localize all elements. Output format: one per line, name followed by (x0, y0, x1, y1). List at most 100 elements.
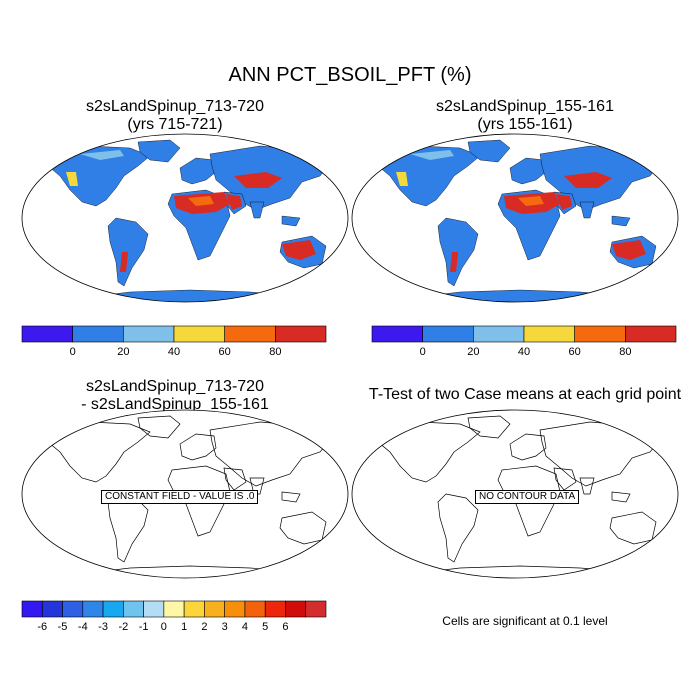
dry-region (396, 172, 408, 186)
colorbar-top-left: 0 20 40 60 80 (21, 325, 327, 358)
colorbar-tick-label: 80 (619, 346, 631, 358)
colorbar-tick-label: 80 (269, 346, 281, 358)
colorbar-tick-label: 0 (420, 346, 426, 358)
panel-title-bottom-left: s2sLandSpinup_713-720 - s2sLandSpinup_15… (0, 378, 350, 414)
colorbar-swatch (473, 325, 525, 343)
continent-india (579, 201, 595, 219)
colorbar-swatch (224, 325, 276, 343)
panel-years: (yrs 155-161) (477, 116, 573, 133)
continent-europe (179, 433, 217, 461)
continent-south-america (437, 493, 479, 563)
map-panel-top-left (21, 133, 349, 303)
continent-north-america (47, 421, 151, 483)
colorbar-swatch (41, 600, 63, 618)
colorbar-tick-label: 60 (219, 346, 231, 358)
continent-india (579, 477, 595, 495)
colorbar-swatch (422, 325, 474, 343)
continent-greenland (137, 415, 181, 439)
map-border (351, 409, 679, 579)
colorbar-tick-label: 3 (222, 621, 228, 633)
panel-title-top-left: s2sLandSpinup_713-720 (yrs 715-721) (0, 98, 350, 134)
colorbar-tick-label: -6 (37, 621, 47, 633)
colorbar-swatch (82, 600, 104, 618)
panel-title-bottom-right: T-Test of two Case means at each grid po… (350, 386, 700, 404)
colorbar-swatch (371, 325, 423, 343)
colorbar-swatch (305, 600, 327, 618)
colorbar-swatch (72, 325, 124, 343)
desert-region (120, 252, 128, 272)
colorbar-tick-label: 20 (467, 346, 479, 358)
map-content (352, 134, 678, 302)
significance-note: Cells are significant at 0.1 level (442, 614, 608, 628)
map-border (21, 409, 349, 579)
panel-case-name: s2sLandSpinup_713-720 (86, 378, 264, 395)
panel-title-top-right: s2sLandSpinup_155-161 (yrs 155-161) (350, 98, 700, 134)
continent-arabia (223, 467, 247, 491)
continent-north-america (377, 145, 481, 207)
colorbar-tick-label: 2 (201, 621, 207, 633)
desert-region (234, 172, 282, 188)
continent-north-america (47, 145, 151, 207)
constant-field-label: CONSTANT FIELD - VALUE IS .0 (101, 490, 259, 504)
panel-ttest-title: T-Test of two Case means at each grid po… (368, 386, 682, 403)
desert-region (612, 240, 646, 260)
panel-years: (yrs 715-721) (127, 116, 223, 133)
continent-india (249, 477, 265, 495)
desert-region (450, 252, 458, 272)
map-border (21, 133, 349, 303)
colorbar-swatch (21, 600, 43, 618)
colorbar-swatch (21, 325, 73, 343)
continent-australia (279, 511, 327, 545)
colorbar-tick-label: 4 (242, 621, 248, 633)
colorbar-tick-label: 0 (161, 621, 167, 633)
desert-region (518, 196, 544, 206)
tundra-region (410, 150, 454, 160)
colorbar-tick-label: 6 (282, 621, 288, 633)
continent-se-asia (611, 215, 631, 227)
desert-region (226, 194, 242, 210)
colorbar-swatch (264, 600, 286, 618)
panel-case-name-diff: - s2sLandSpinup_155-161 (81, 396, 269, 413)
continent-greenland (467, 415, 511, 439)
colorbar-tick-label: -5 (58, 621, 68, 633)
continent-india (249, 201, 265, 219)
desert-region (556, 194, 572, 210)
colorbar-swatch (123, 600, 144, 618)
colorbar-tick-label: 40 (518, 346, 530, 358)
colorbar-swatch (244, 600, 266, 618)
colorbar-swatch (123, 325, 175, 343)
colorbar-swatch (523, 325, 575, 343)
colorbar-swatch (224, 600, 246, 618)
continent-north-america (377, 421, 481, 483)
continent-arabia (553, 467, 577, 491)
colorbar-tick-label: -1 (139, 621, 149, 633)
continent-europe (509, 433, 547, 461)
continent-europe (179, 157, 217, 185)
colorbar-swatch (183, 600, 205, 618)
desert-region (282, 240, 316, 260)
continent-europe (509, 157, 547, 185)
colorbar-tick-label: -3 (98, 621, 108, 633)
continent-greenland (137, 139, 181, 163)
desert-region (188, 196, 214, 206)
colorbar-tick-label: 60 (569, 346, 581, 358)
desert-region (564, 172, 612, 188)
colorbar-tick-label: -4 (78, 621, 88, 633)
colorbar-tick-label: 40 (168, 346, 180, 358)
tundra-region (80, 150, 124, 160)
colorbar-swatch (62, 600, 84, 618)
colorbar-swatch (102, 600, 124, 618)
panel-case-name: s2sLandSpinup_155-161 (436, 98, 614, 115)
continent-greenland (467, 139, 511, 163)
continent-south-america (107, 493, 149, 563)
continent-australia (609, 511, 657, 545)
colorbar-tick-label: 5 (262, 621, 268, 633)
continent-se-asia (611, 491, 631, 503)
dry-region (66, 172, 78, 186)
colorbar-swatch (285, 600, 307, 618)
colorbar-swatch (574, 325, 626, 343)
colorbar-swatch (275, 325, 327, 343)
figure-title: ANN PCT_BSOIL_PFT (%) (228, 64, 472, 86)
colorbar-swatch (204, 600, 225, 618)
map-panel-top-right (351, 133, 679, 303)
